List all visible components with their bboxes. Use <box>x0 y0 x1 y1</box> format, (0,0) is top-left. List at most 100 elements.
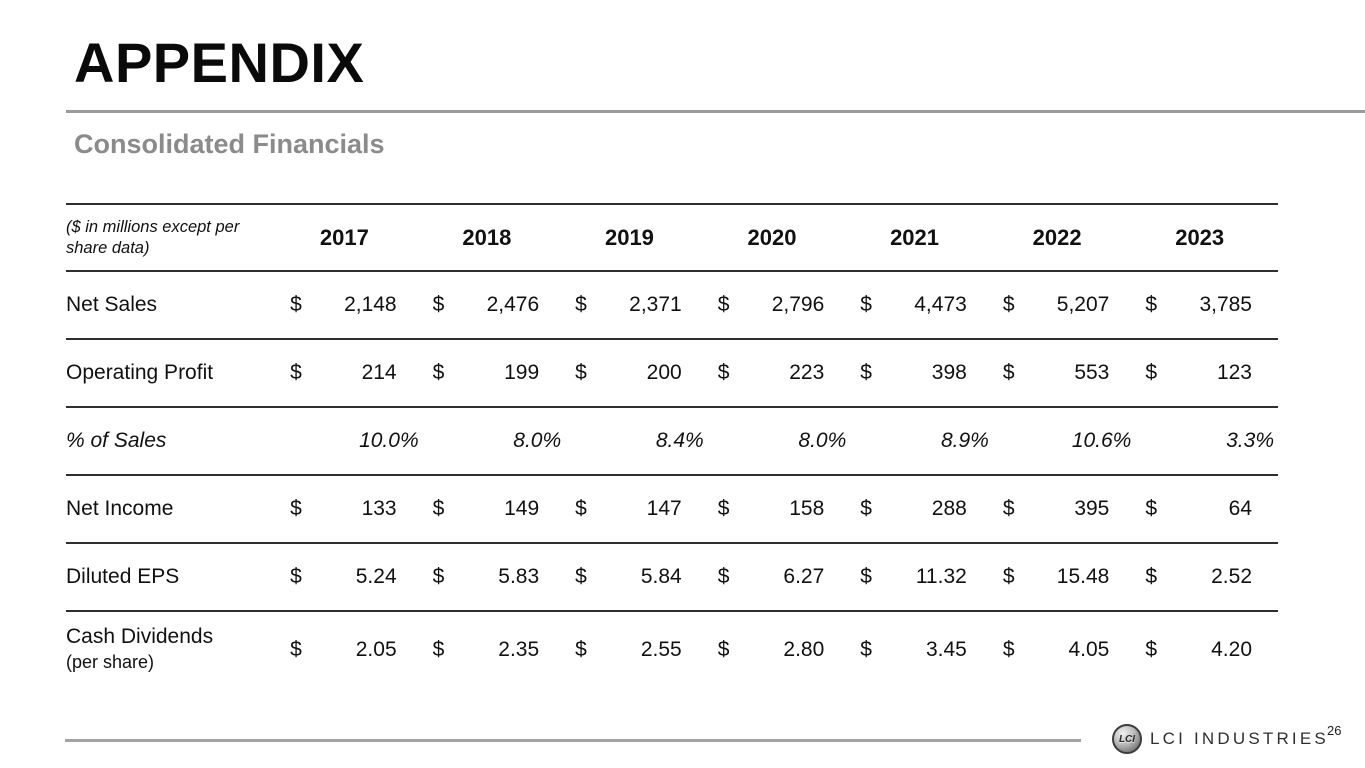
title-divider <box>66 110 1365 113</box>
value-cell: 8.0% <box>798 429 847 452</box>
value-text: 147 <box>646 497 682 520</box>
value-text: 2.80 <box>783 637 825 661</box>
value-cell: $147 <box>565 475 708 543</box>
currency-symbol: $ <box>860 637 872 661</box>
value-cell: $5.24 <box>280 543 423 611</box>
value-text: 4,473 <box>914 293 967 316</box>
year-header-2023: 2023 <box>1175 224 1225 250</box>
page-number: 26 <box>1327 723 1342 738</box>
currency-symbol: $ <box>1145 361 1158 384</box>
value-text: 2.52 <box>1211 565 1252 588</box>
currency-symbol: $ <box>1002 293 1015 316</box>
value-text: 133 <box>361 497 397 520</box>
row-label: Diluted EPS <box>66 564 180 588</box>
value-cell: $2,476 <box>423 271 566 339</box>
value-cell: $4.20 <box>1135 611 1278 687</box>
value-cell: $3.45 <box>850 611 993 687</box>
value-cell: $2.05 <box>280 611 423 687</box>
value-text: 199 <box>504 361 540 384</box>
value-cell: $5.84 <box>565 543 708 611</box>
currency-symbol: $ <box>432 565 445 588</box>
currency-symbol: $ <box>860 497 872 520</box>
row-label: Cash Dividends (per share) <box>66 625 214 672</box>
value-cell: $6.27 <box>708 543 851 611</box>
brand-name: LCI INDUSTRIES <box>1150 729 1329 748</box>
row-label: Net Sales <box>66 292 158 316</box>
value-text: 398 <box>931 361 967 384</box>
year-header-2020: 2020 <box>747 224 797 250</box>
value-cell: $133 <box>280 475 423 543</box>
section-subtitle: Consolidated Financials <box>74 129 385 159</box>
table-header-row: ($ in millions except per share data) 20… <box>66 204 1278 271</box>
currency-symbol: $ <box>717 361 730 384</box>
value-cell: $200 <box>565 339 708 407</box>
row-label: % of Sales <box>66 428 167 452</box>
value-text: 64 <box>1228 497 1252 520</box>
value-cell: $11.32 <box>850 543 993 611</box>
table-body: Net Sales $2,148 $2,476 $2,371 $2,796 $4,473 $… <box>66 271 1278 687</box>
currency-symbol: $ <box>860 293 872 316</box>
value-text: 11.32 <box>915 565 967 588</box>
footer-divider <box>65 739 1081 742</box>
row-sublabel: (per share) <box>66 651 155 672</box>
currency-symbol: $ <box>432 637 445 661</box>
currency-symbol: $ <box>1002 497 1015 520</box>
currency-symbol: $ <box>1145 565 1158 588</box>
value-cell: $395 <box>993 475 1136 543</box>
value-text: 158 <box>789 497 825 520</box>
unit-note: ($ in millions except per share data) <box>66 217 240 257</box>
currency-symbol: $ <box>575 565 587 588</box>
currency-symbol: $ <box>432 497 445 520</box>
value-cell: $4.05 <box>993 611 1136 687</box>
currency-symbol: $ <box>290 293 302 316</box>
table-row: Diluted EPS $5.24 $5.83 $5.84 $6.27 $11.32 $15… <box>66 543 1278 611</box>
currency-symbol: $ <box>290 361 302 384</box>
year-header-2021: 2021 <box>890 224 940 250</box>
value-text: 15.48 <box>1056 565 1110 588</box>
value-text: 200 <box>646 361 682 384</box>
value-cell: 8.0% <box>513 429 562 452</box>
value-cell: $2.52 <box>1135 543 1278 611</box>
value-cell: 8.9% <box>940 429 989 452</box>
table-row: % of Sales 10.0% 8.0% 8.4% 8.0% 8.9% 10.6% 3.3% <box>66 407 1278 475</box>
value-cell: $199 <box>423 339 566 407</box>
value-cell: $3,785 <box>1135 271 1278 339</box>
currency-symbol: $ <box>290 497 302 520</box>
value-cell: 10.6% <box>1071 429 1132 452</box>
value-text: 123 <box>1216 361 1252 384</box>
currency-symbol: $ <box>717 565 730 588</box>
value-cell: $158 <box>708 475 851 543</box>
value-cell: $4,473 <box>850 271 993 339</box>
value-cell: $2.35 <box>423 611 566 687</box>
value-cell: $553 <box>993 339 1136 407</box>
table-row: Net Sales $2,148 $2,476 $2,371 $2,796 $4,473 $… <box>66 271 1278 339</box>
value-text: 2.55 <box>640 637 682 661</box>
value-text: 395 <box>1074 497 1110 520</box>
value-cell: 10.0% <box>359 429 419 452</box>
currency-symbol: $ <box>717 497 730 520</box>
value-cell: $5,207 <box>993 271 1136 339</box>
value-cell: $5.83 <box>423 543 566 611</box>
value-cell: $2,371 <box>565 271 708 339</box>
value-text: 553 <box>1074 361 1110 384</box>
value-cell: 8.4% <box>655 429 704 452</box>
value-text: 149 <box>504 497 540 520</box>
value-cell: $2,796 <box>708 271 851 339</box>
table-row: Cash Dividends (per share) $2.05 $2.35 $2.55… <box>66 611 1278 687</box>
value-cell: $398 <box>850 339 993 407</box>
value-text: 6.27 <box>783 565 825 588</box>
currency-symbol: $ <box>1145 497 1158 520</box>
value-text: 214 <box>361 361 397 384</box>
year-header-2018: 2018 <box>462 224 512 250</box>
currency-symbol: $ <box>1002 361 1015 384</box>
value-text: 2,796 <box>771 293 825 316</box>
value-text: 288 <box>931 497 967 520</box>
value-text: 4.05 <box>1068 637 1110 661</box>
value-text: 2.35 <box>498 637 540 661</box>
currency-symbol: $ <box>1002 565 1015 588</box>
currency-symbol: $ <box>1145 293 1158 316</box>
value-text: 2.05 <box>355 637 397 661</box>
value-text: 5,207 <box>1056 293 1110 316</box>
currency-symbol: $ <box>860 565 872 588</box>
